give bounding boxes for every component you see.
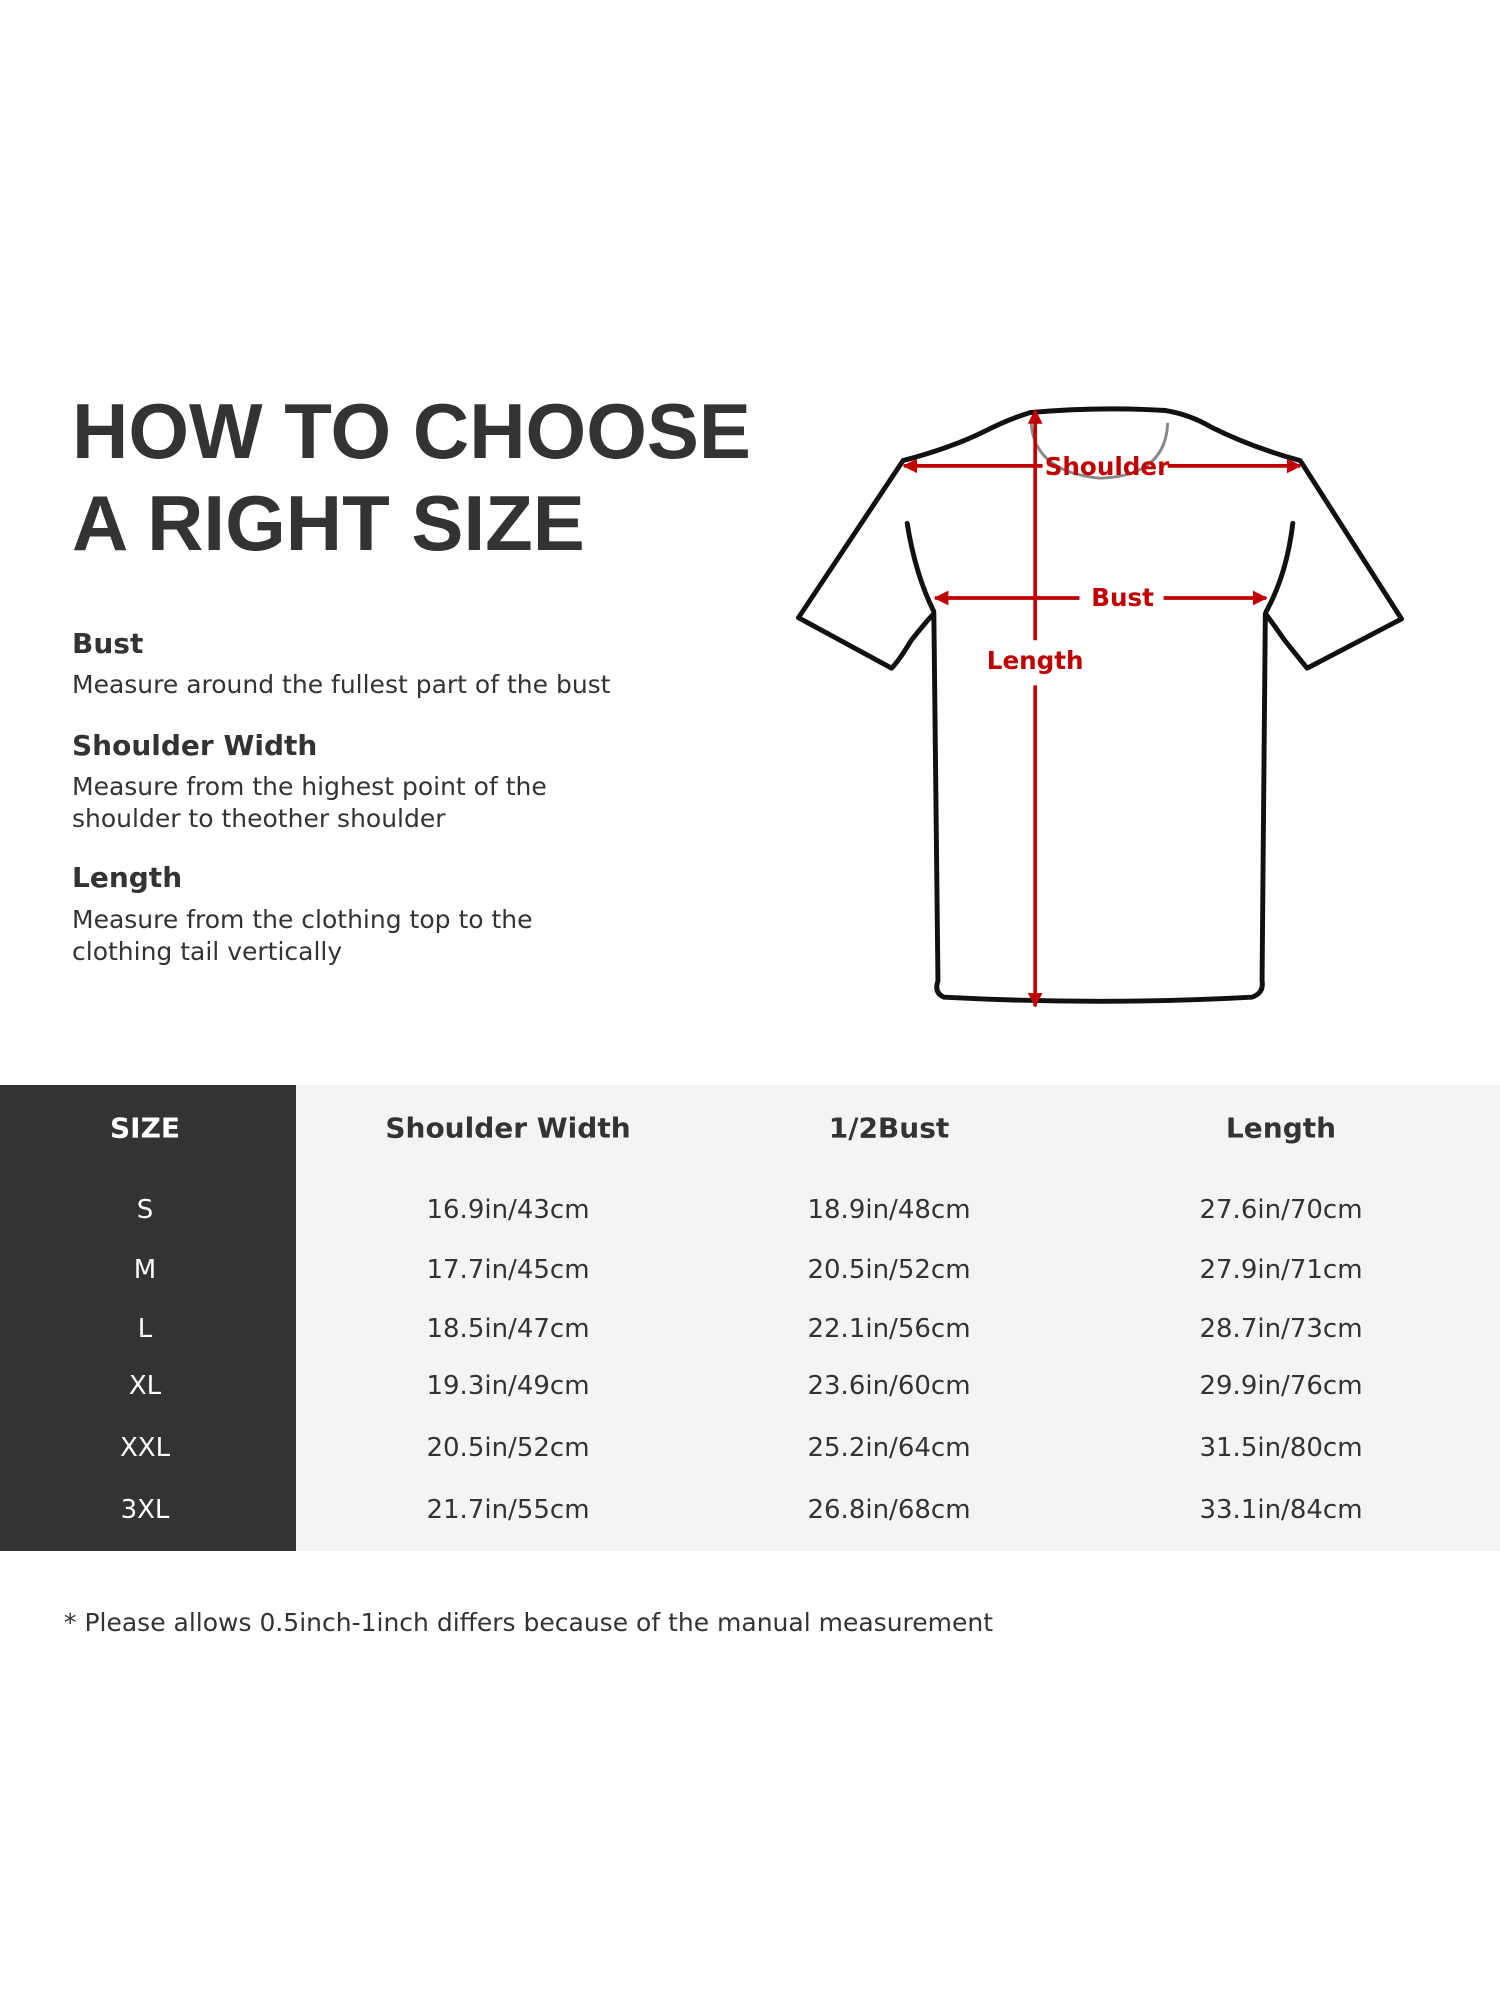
table-cell: 18.5in/47cm xyxy=(426,1314,590,1344)
shoulder-description-2: shoulder to theother shoulder xyxy=(72,804,446,833)
table-cell: 33.1in/84cm xyxy=(1199,1495,1363,1525)
shoulder-label: Shoulder xyxy=(1045,452,1170,481)
tshirt-diagram: Shoulder Bust Length xyxy=(796,406,1404,1008)
tshirt-outline xyxy=(796,406,1404,1004)
table-cell: 26.8in/68cm xyxy=(807,1495,971,1525)
length-description-2: clothing tail vertically xyxy=(72,937,343,966)
footnote: * Please allows 0.5inch-1inch differs be… xyxy=(64,1608,994,1637)
size-label: XL xyxy=(128,1371,162,1401)
bust-description: Measure around the fullest part of the b… xyxy=(72,670,611,699)
table-cell: 31.5in/80cm xyxy=(1199,1433,1363,1463)
size-label: M xyxy=(133,1255,157,1285)
table-cell: 28.7in/73cm xyxy=(1199,1314,1363,1344)
table-cell: 29.9in/76cm xyxy=(1199,1371,1363,1401)
table-cell: 25.2in/64cm xyxy=(807,1433,971,1463)
table-cell: 17.7in/45cm xyxy=(426,1255,590,1285)
length-description-1: Measure from the clothing top to the xyxy=(72,905,533,934)
table-cell: 20.5in/52cm xyxy=(807,1255,971,1285)
page-title-line2: A RIGHT SIZE xyxy=(72,479,585,567)
table-cell: 27.6in/70cm xyxy=(1199,1195,1363,1225)
size-label: XXL xyxy=(119,1433,171,1463)
shoulder-heading: Shoulder Width xyxy=(72,729,318,762)
column-header: Length xyxy=(1225,1111,1337,1145)
table-cell: 27.9in/71cm xyxy=(1199,1255,1363,1285)
table-cell: 20.5in/52cm xyxy=(426,1433,590,1463)
table-cell: 23.6in/60cm xyxy=(807,1371,971,1401)
size-label: L xyxy=(137,1314,153,1344)
table-cell: 19.3in/49cm xyxy=(426,1371,590,1401)
size-label: 3XL xyxy=(120,1495,170,1525)
length-label: Length xyxy=(987,646,1084,675)
size-column xyxy=(0,1085,296,1551)
length-heading: Length xyxy=(72,861,183,894)
size-table: SIZE Shoulder Width 1/2Bust Length S 16.9in/4… xyxy=(0,1085,1500,1551)
column-header: Shoulder Width xyxy=(385,1111,631,1145)
table-cell: 21.7in/55cm xyxy=(426,1495,590,1525)
page-title-line1: HOW TO CHOOSE xyxy=(72,387,751,475)
column-header: SIZE xyxy=(109,1111,181,1145)
table-cell: 16.9in/43cm xyxy=(426,1195,590,1225)
bust-heading: Bust xyxy=(72,627,144,660)
size-label: S xyxy=(136,1195,154,1225)
table-cell: 18.9in/48cm xyxy=(807,1195,971,1225)
shoulder-description-1: Measure from the highest point of the xyxy=(72,772,547,801)
bust-label: Bust xyxy=(1091,583,1154,612)
column-header: 1/2Bust xyxy=(828,1111,950,1145)
neckline xyxy=(1029,422,1170,480)
table-cell: 22.1in/56cm xyxy=(807,1314,971,1344)
